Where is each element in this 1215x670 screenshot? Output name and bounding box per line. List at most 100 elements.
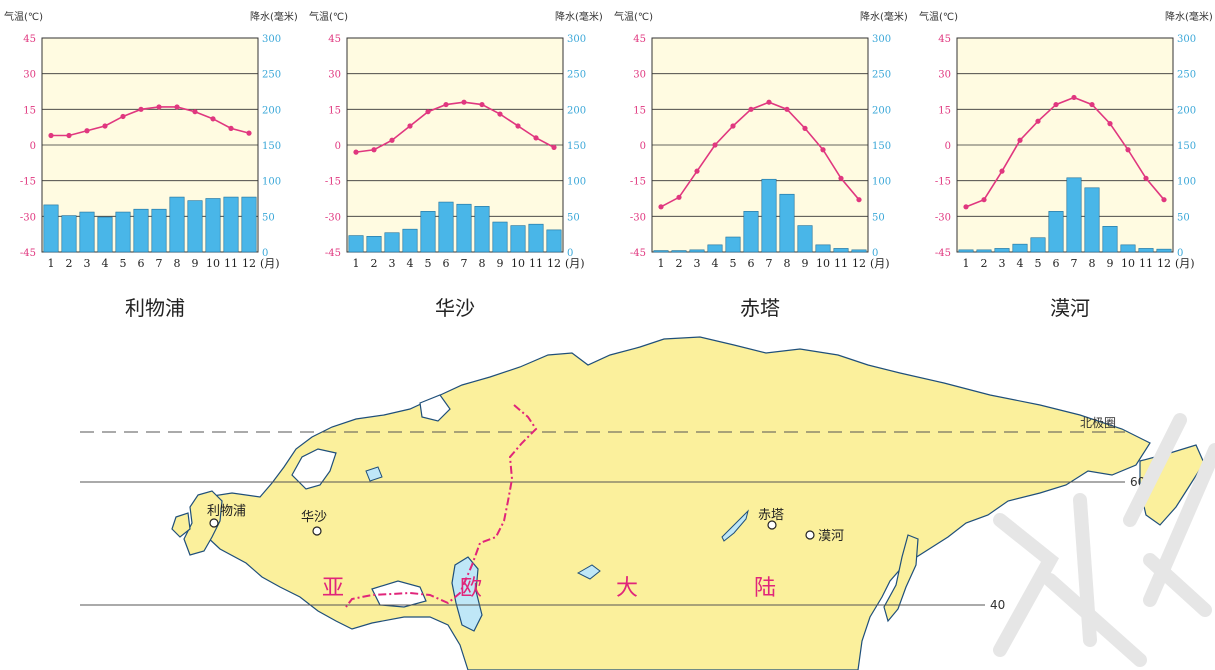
temp-point xyxy=(84,128,90,134)
city-marker-mohe xyxy=(805,530,815,540)
precip-bar xyxy=(151,208,167,253)
temp-tick-label: 15 xyxy=(23,105,36,116)
temp-point xyxy=(120,113,126,120)
precip-bar xyxy=(725,236,741,253)
temp-tick-label: -15 xyxy=(935,177,951,188)
month-tick-label: 7 xyxy=(1071,257,1078,270)
temp-point xyxy=(389,137,395,143)
ireland xyxy=(171,512,191,538)
temp-tick-label: 45 xyxy=(938,34,951,45)
precip-tick-label: 0 xyxy=(262,248,268,259)
precip-bar xyxy=(169,196,185,253)
lake-baikal xyxy=(721,509,749,542)
lake-balkhash xyxy=(576,564,601,580)
month-tick-label: 7 xyxy=(766,257,773,270)
precip-bar xyxy=(528,223,544,253)
month-tick-label: 4 xyxy=(712,257,719,270)
precip-tick-label: 0 xyxy=(567,248,573,259)
temp-line xyxy=(355,101,555,153)
month-tick-label: 11 xyxy=(529,257,543,270)
month-tick-label: 9 xyxy=(497,257,504,270)
japan-islands xyxy=(883,534,919,623)
continent-char-lu: 陆 xyxy=(754,576,776,601)
precip-tick-label: 200 xyxy=(262,105,281,116)
month-tick-label: 1 xyxy=(963,257,970,270)
temp-point xyxy=(766,99,772,105)
precip-bar xyxy=(743,211,759,253)
temp-tick-label: 15 xyxy=(328,105,341,116)
temp-point xyxy=(676,194,682,200)
precip-axis-title: 降水(毫米) xyxy=(1165,10,1213,23)
precip-bar xyxy=(1102,226,1118,253)
month-tick-label: 8 xyxy=(1089,257,1096,270)
temp-point xyxy=(515,123,521,129)
temp-tick-label: 45 xyxy=(328,34,341,45)
precip-bar xyxy=(133,208,149,253)
month-unit-label: (月) xyxy=(1175,257,1195,270)
precip-bar xyxy=(671,250,687,253)
temp-point xyxy=(461,99,467,105)
month-tick-label: 5 xyxy=(425,257,432,270)
temp-point xyxy=(748,106,754,112)
city-caption-chita: 赤塔 xyxy=(740,296,780,320)
temp-point xyxy=(694,168,700,174)
temp-point xyxy=(1161,197,1167,203)
temp-point xyxy=(443,101,449,108)
city-marker-warsaw xyxy=(312,526,322,536)
precip-bar xyxy=(653,250,669,253)
precip-tick-label: 100 xyxy=(567,177,586,188)
temp-point xyxy=(192,109,198,115)
continent-char-ou: 欧 xyxy=(460,576,482,601)
month-tick-label: 1 xyxy=(658,257,665,270)
temp-point xyxy=(838,175,844,181)
precip-bar xyxy=(241,196,257,253)
temp-point xyxy=(66,132,72,139)
city-caption-liverpool: 利物浦 xyxy=(125,296,185,320)
precip-tick-label: 150 xyxy=(567,141,586,152)
precip-tick-label: 50 xyxy=(262,212,275,223)
city-label-mohe: 漠河 xyxy=(818,529,844,544)
temp-line xyxy=(965,96,1165,208)
precip-tick-label: 300 xyxy=(262,34,281,45)
precip-axis-title: 降水(毫米) xyxy=(250,10,298,23)
precip-bar xyxy=(1156,248,1172,253)
temp-tick-label: 15 xyxy=(938,105,951,116)
month-tick-label: 4 xyxy=(102,257,109,270)
precip-bar xyxy=(205,198,221,253)
temp-tick-label: -30 xyxy=(935,212,951,223)
temp-tick-label: -45 xyxy=(630,248,646,259)
precip-tick-label: 50 xyxy=(567,212,580,223)
precip-bar xyxy=(851,249,867,253)
precip-tick-label: 250 xyxy=(872,70,891,81)
precip-tick-label: 250 xyxy=(262,70,281,81)
month-tick-label: 12 xyxy=(242,257,256,270)
precip-tick-label: 200 xyxy=(1177,105,1196,116)
month-tick-label: 8 xyxy=(174,257,181,270)
precip-bar xyxy=(976,249,992,253)
temp-point xyxy=(856,197,862,203)
temp-axis-title: 气温(℃) xyxy=(4,10,43,23)
eurasia-landmass xyxy=(194,336,1151,670)
precip-bar xyxy=(510,225,526,253)
temp-point xyxy=(425,109,431,115)
month-tick-label: 2 xyxy=(676,257,683,270)
month-tick-label: 9 xyxy=(802,257,809,270)
temp-tick-label: -45 xyxy=(325,248,341,259)
british-isles xyxy=(183,490,223,556)
latitude-60-label: 60 xyxy=(1130,475,1145,489)
temp-tick-label: -30 xyxy=(20,212,36,223)
precip-tick-label: 300 xyxy=(567,34,586,45)
precip-tick-label: 150 xyxy=(262,141,281,152)
month-tick-label: 10 xyxy=(511,257,525,270)
temp-point xyxy=(156,104,162,110)
month-tick-label: 2 xyxy=(371,257,378,270)
precip-tick-label: 50 xyxy=(872,212,885,223)
temp-tick-label: 45 xyxy=(633,34,646,45)
temp-line xyxy=(51,106,250,137)
temp-point xyxy=(551,144,557,150)
month-tick-label: 12 xyxy=(547,257,561,270)
temp-point xyxy=(138,106,144,112)
temp-tick-label: -15 xyxy=(20,177,36,188)
precip-bar xyxy=(1030,237,1046,253)
precip-tick-label: 0 xyxy=(1177,248,1183,259)
